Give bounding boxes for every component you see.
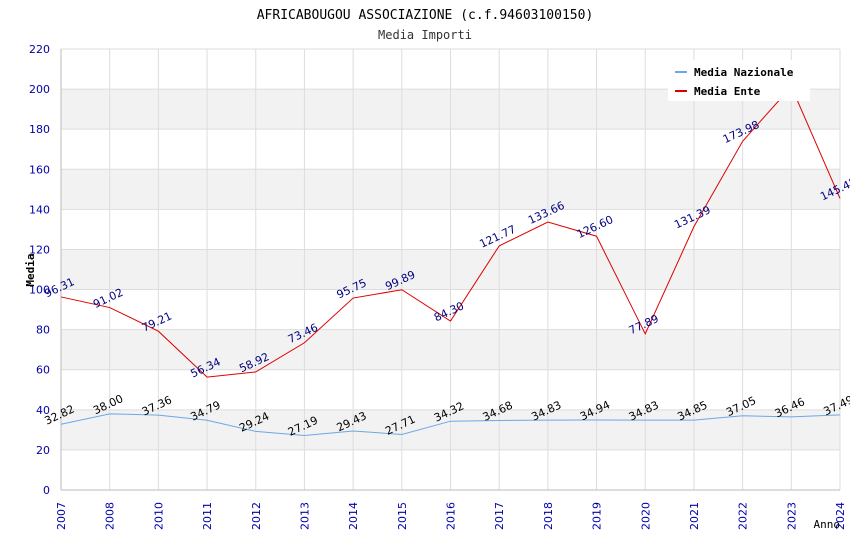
y-tick-label: 180 <box>29 123 50 136</box>
x-tick-label: 2013 <box>298 502 311 530</box>
axes: 0 20 40 60 80 100 120 140 160 180 200 220 2007 2008 20… <box>29 43 847 530</box>
x-tick-label: 2024 <box>834 502 847 530</box>
x-axis-label: Anno <box>814 518 841 531</box>
y-tick-label: 80 <box>36 324 50 337</box>
x-tick-label: 2012 <box>250 502 263 530</box>
y-tick-label: 140 <box>29 203 50 216</box>
y-tick-label: 20 <box>36 444 50 457</box>
legend-box <box>668 60 810 101</box>
y-tick-label: 40 <box>36 404 50 417</box>
x-tick-label: 2011 <box>201 502 214 530</box>
x-tick-label: 2016 <box>445 502 458 530</box>
x-tick-label: 2023 <box>785 502 798 530</box>
x-tick-label: 2019 <box>591 502 604 530</box>
data-label: 126.60 <box>575 213 615 241</box>
x-tick-label: 2018 <box>542 502 555 530</box>
legend-label: Media Nazionale <box>694 66 794 79</box>
y-axis-label: Media <box>24 253 37 286</box>
x-tick-label: 2021 <box>688 502 701 530</box>
x-tick-label: 2015 <box>396 502 409 530</box>
x-tick-label: 2010 <box>152 502 165 530</box>
data-label: 96.31 <box>42 275 76 300</box>
y-tick-label: 120 <box>29 243 50 256</box>
data-label: 121.77 <box>478 223 518 251</box>
x-tick-label: 2022 <box>737 502 750 530</box>
x-tick-label: 2007 <box>55 502 68 530</box>
legend-label: Media Ente <box>694 85 761 98</box>
series-line-media-nazionale <box>60 413 841 436</box>
legend: Media Nazionale Media Ente <box>668 60 810 101</box>
y-tick-label: 160 <box>29 163 50 176</box>
x-tick-label: 2008 <box>104 502 117 530</box>
chart-subtitle: Media Importi <box>378 28 472 42</box>
gridlines <box>60 48 841 491</box>
y-tick-label: 100 <box>29 284 50 297</box>
y-tick-label: 60 <box>36 364 50 377</box>
y-tick-label: 220 <box>29 43 50 56</box>
x-tick-label: 2014 <box>347 502 360 530</box>
series-lines <box>60 85 841 436</box>
x-tick-label: 2020 <box>639 502 652 530</box>
y-tick-label: 200 <box>29 83 50 96</box>
y-tick-label: 0 <box>43 484 50 497</box>
series-line-media-ente <box>60 85 841 378</box>
chart-title: AFRICABOUGOU ASSOCIAZIONE (c.f.946031001… <box>257 8 594 23</box>
x-tick-label: 2017 <box>493 502 506 530</box>
